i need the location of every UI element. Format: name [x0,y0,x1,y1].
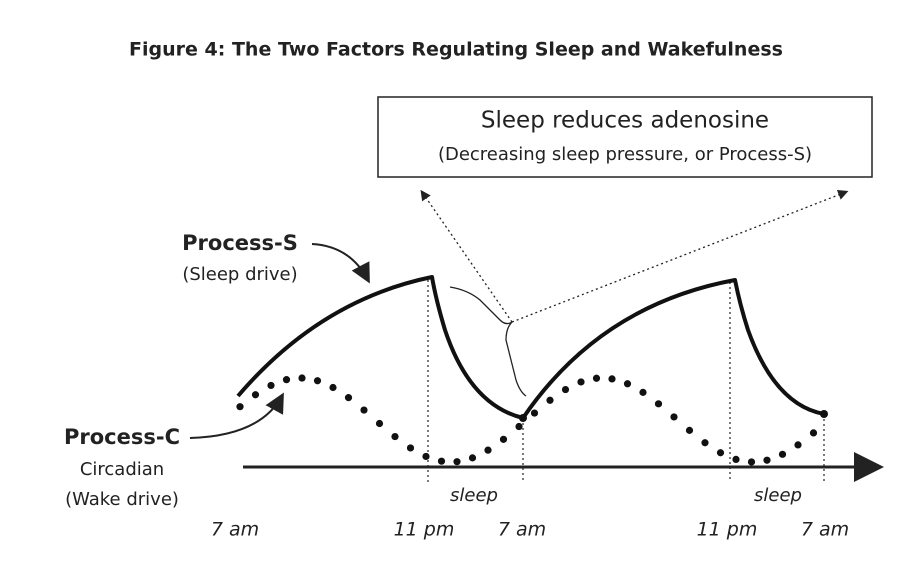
title: Figure 4: The Two Factors Regulating Sle… [129,39,783,61]
circadian-dot [577,378,585,386]
circadian-dot [282,376,291,384]
circadian-dot [499,435,508,443]
pointer-line [511,189,849,323]
circadian-dot [546,396,554,404]
circadian-dot [794,441,802,449]
circadian-dot [670,413,678,421]
circadian-dot [701,439,709,447]
circadian-dot [732,455,740,464]
callout-title: Sleep reduces adenosine [481,108,769,134]
circadian-dot [685,426,694,434]
circadian-dot [453,458,461,466]
circadian-dot [716,449,725,457]
arrow [189,392,284,439]
circadian-dot [515,422,523,431]
circadian-dot [809,429,818,437]
process-c-label: Process-C [64,425,180,449]
time-label: 7 am [211,519,259,541]
circadian-dot [484,446,492,454]
circadian-dot [313,377,322,385]
circadian-dot [763,456,771,464]
circadian-dot [639,388,647,396]
circadian-dot [267,381,275,390]
circadian-dot [360,406,368,414]
circadian-dot [406,444,415,452]
process-c-sublabel: Circadian [80,459,164,480]
circadian-dot [251,391,260,399]
circadian-dot [561,385,570,394]
circadian-dot [236,403,244,411]
time-label: 7 am [498,519,546,541]
circadian-dot [608,375,616,383]
circadian-dot [375,419,384,428]
callout-box [377,96,873,178]
circadian-dot [747,458,756,466]
arrow [311,243,370,284]
circadian-dot [437,457,446,465]
curve-point [820,410,828,418]
sleep-markers [427,280,825,482]
circadian-dot [468,454,477,462]
process-c-sublabel: (Wake drive) [65,489,179,510]
circadian-dot [654,400,663,408]
time-label: 7 am [801,519,849,541]
time-label: 11 pm [697,519,758,541]
brace [449,286,527,397]
curve-point [519,414,527,422]
circadian-dot [778,450,787,458]
callout-subtitle: (Decreasing sleep pressure, or Process-S… [438,144,812,165]
process-c-curve [236,374,818,466]
circadian-dot [623,380,632,388]
process-s-curve [236,275,825,420]
circadian-dot [422,452,430,461]
circadian-dot [530,409,539,417]
time-label: 11 pm [394,519,455,541]
circadian-dot [592,374,601,382]
circadian-dot [329,383,337,392]
pointer-line [420,189,513,323]
sleep-label: sleep [450,485,498,506]
process-s-sublabel: (Sleep drive) [182,264,297,285]
circadian-dot [344,394,353,402]
sleep-label: sleep [754,485,802,506]
circadian-dot [298,374,306,382]
circadian-dot [391,432,399,441]
process-s-label: Process-S [182,231,298,255]
